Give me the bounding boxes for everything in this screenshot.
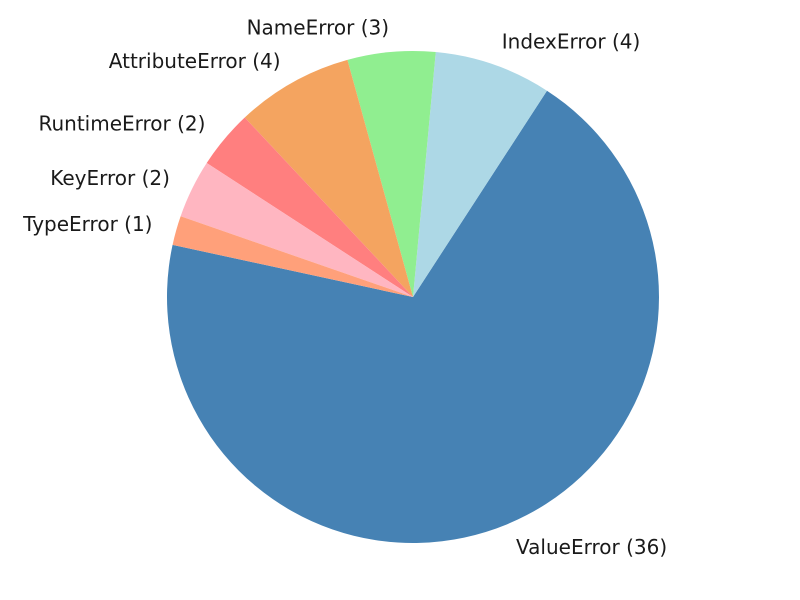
pie-slice-runtime-error	[206, 117, 413, 297]
pie-labels: ValueError (36) IndexError (4) NameError (…	[22, 15, 667, 559]
pie-label-runtime-error: RuntimeError (2)	[38, 111, 205, 135]
pie-slice-index-error	[413, 52, 547, 297]
pie-slice-key-error	[180, 163, 413, 297]
pie-slices	[166, 50, 659, 544]
pie-slice-attribute-error	[244, 59, 413, 298]
pie-slice-name-error	[347, 50, 436, 297]
pie-label-value-error: ValueError (36)	[516, 535, 667, 559]
pie-slice-value-error	[166, 90, 659, 544]
pie-slice-type-error	[172, 216, 413, 297]
pie-label-attribute-error: AttributeError (4)	[109, 49, 281, 73]
pie-label-type-error: TypeError (1)	[22, 212, 152, 236]
pie-label-name-error: NameError (3)	[247, 15, 389, 39]
pie-label-key-error: KeyError (2)	[50, 166, 170, 190]
pie-label-index-error: IndexError (4)	[502, 29, 641, 53]
